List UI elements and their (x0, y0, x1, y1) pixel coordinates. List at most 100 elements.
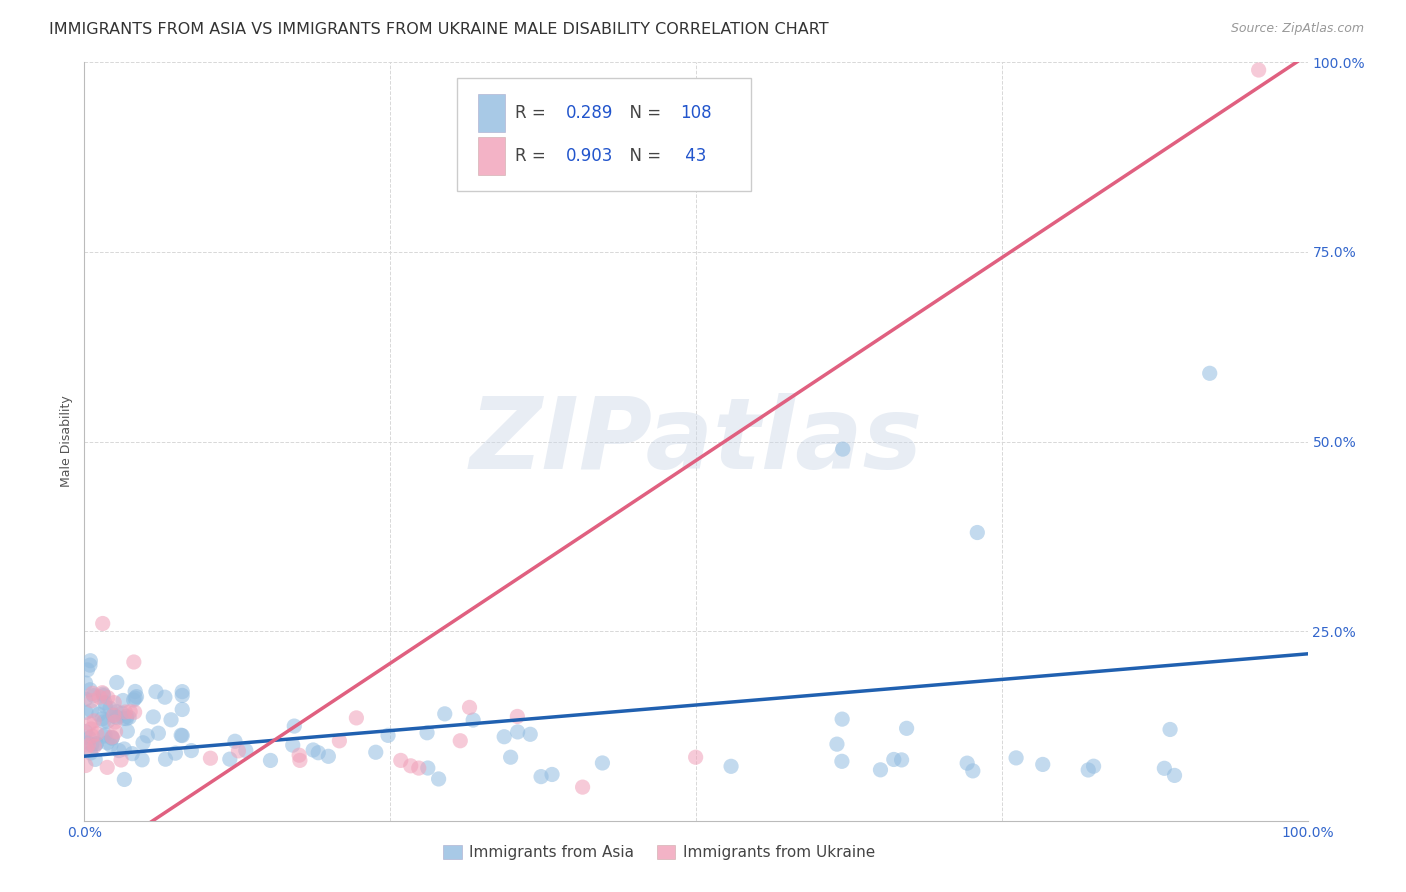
Point (112, 712, 135, 726)
Point (75, 758, 97, 772)
Point (121, 747, 143, 761)
Point (416, 761, 439, 775)
Point (112, 772, 135, 787)
Y-axis label: Male Disability: Male Disability (60, 396, 73, 487)
Text: 0.903: 0.903 (567, 146, 613, 165)
Point (364, 745, 387, 759)
Point (94, 699, 117, 714)
Point (75, 676, 97, 690)
Point (93, 689, 115, 703)
Point (89, 690, 111, 705)
Point (124, 684, 146, 698)
Point (399, 759, 422, 773)
Text: Source: ZipAtlas.com: Source: ZipAtlas.com (1230, 22, 1364, 36)
Point (883, 752, 905, 766)
Point (96, 760, 118, 774)
Text: 43: 43 (681, 146, 706, 165)
Point (153, 690, 176, 705)
Point (302, 743, 325, 757)
Point (1163, 768, 1185, 782)
Point (433, 706, 456, 721)
Point (75, 740, 97, 755)
Point (83, 689, 105, 703)
Point (124, 691, 146, 706)
Point (1159, 723, 1181, 737)
Point (142, 710, 165, 724)
Point (122, 693, 145, 707)
Point (93, 729, 115, 743)
Text: 108: 108 (681, 104, 711, 122)
Point (132, 736, 155, 750)
Point (104, 710, 127, 724)
Point (541, 767, 564, 781)
Point (80, 694, 103, 708)
Bar (478, 136, 505, 175)
Point (101, 730, 124, 744)
Point (831, 712, 853, 726)
Point (519, 727, 541, 741)
Point (118, 710, 141, 724)
Point (124, 705, 146, 719)
Point (76, 663, 98, 677)
Point (172, 729, 194, 743)
Point (685, 750, 707, 764)
Point (165, 746, 187, 760)
Point (1077, 763, 1099, 777)
Point (108, 743, 131, 757)
Point (115, 712, 138, 726)
Point (416, 725, 439, 739)
Point (962, 764, 984, 778)
Point (1247, 62, 1270, 77)
Legend: Immigrants from Asia, Immigrants from Ukraine: Immigrants from Asia, Immigrants from Uk… (437, 838, 882, 866)
Point (114, 705, 136, 719)
Point (80, 722, 103, 736)
Point (344, 711, 367, 725)
Text: N =: N = (619, 146, 666, 165)
Point (94, 696, 117, 710)
Point (101, 731, 124, 746)
Point (111, 693, 134, 707)
Point (82, 686, 104, 700)
Point (148, 726, 170, 740)
Point (97, 690, 120, 705)
Point (87, 707, 110, 722)
Point (79, 731, 101, 746)
Point (283, 719, 305, 733)
Point (869, 763, 891, 777)
Point (76, 736, 98, 750)
Point (115, 709, 138, 723)
Point (155, 752, 177, 766)
Point (86, 727, 108, 741)
Text: ZIPatlas: ZIPatlas (470, 393, 922, 490)
Point (172, 702, 194, 716)
Point (160, 713, 183, 727)
Point (145, 684, 167, 698)
Point (91, 687, 114, 701)
Point (506, 725, 529, 739)
Point (825, 737, 848, 751)
Point (112, 742, 135, 756)
Point (131, 753, 153, 767)
Text: N =: N = (619, 104, 666, 122)
Point (84, 752, 107, 766)
Point (93, 714, 115, 729)
Point (288, 748, 311, 763)
Point (966, 525, 988, 540)
Point (104, 724, 127, 739)
Point (125, 690, 148, 704)
Point (110, 753, 132, 767)
Point (1198, 366, 1220, 380)
Point (91, 686, 114, 700)
Point (103, 696, 125, 710)
Point (75, 706, 97, 720)
Point (84, 737, 107, 751)
Point (105, 675, 128, 690)
Point (281, 738, 304, 752)
Point (831, 442, 853, 457)
Point (180, 743, 202, 757)
Point (91, 616, 114, 631)
Point (79, 654, 101, 668)
Point (75, 692, 97, 706)
Point (499, 750, 522, 764)
Point (389, 753, 412, 767)
